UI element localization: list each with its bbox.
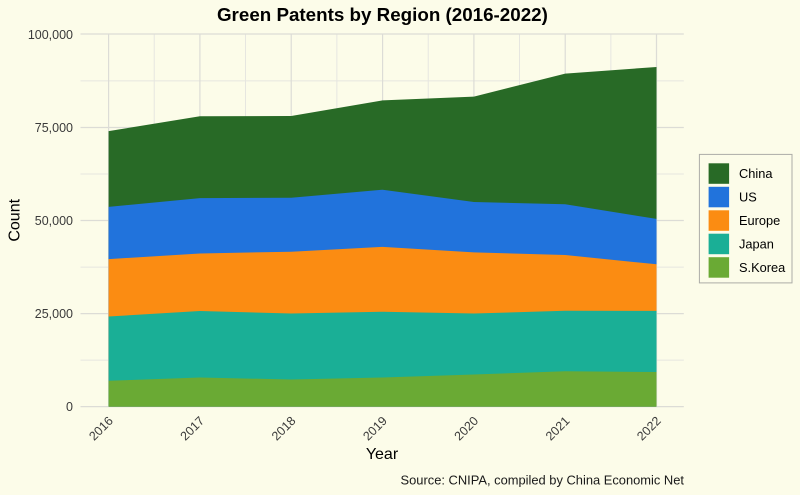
svg-text:0: 0 — [66, 400, 73, 414]
svg-text:Europe: Europe — [739, 213, 780, 228]
svg-text:US: US — [739, 189, 757, 204]
svg-text:100,000: 100,000 — [28, 28, 73, 42]
svg-text:Year: Year — [366, 446, 399, 463]
svg-text:50,000: 50,000 — [35, 214, 73, 228]
svg-text:Japan: Japan — [739, 236, 774, 251]
svg-text:China: China — [739, 166, 773, 181]
svg-text:Count: Count — [7, 198, 24, 241]
svg-text:75,000: 75,000 — [35, 121, 73, 135]
svg-text:25,000: 25,000 — [35, 307, 73, 321]
svg-text:Source: CNIPA, compiled by Chi: Source: CNIPA, compiled by China Economi… — [401, 472, 685, 487]
svg-text:Green Patents by Region (2016-: Green Patents by Region (2016-2022) — [217, 4, 548, 25]
svg-text:S.Korea: S.Korea — [739, 260, 786, 275]
